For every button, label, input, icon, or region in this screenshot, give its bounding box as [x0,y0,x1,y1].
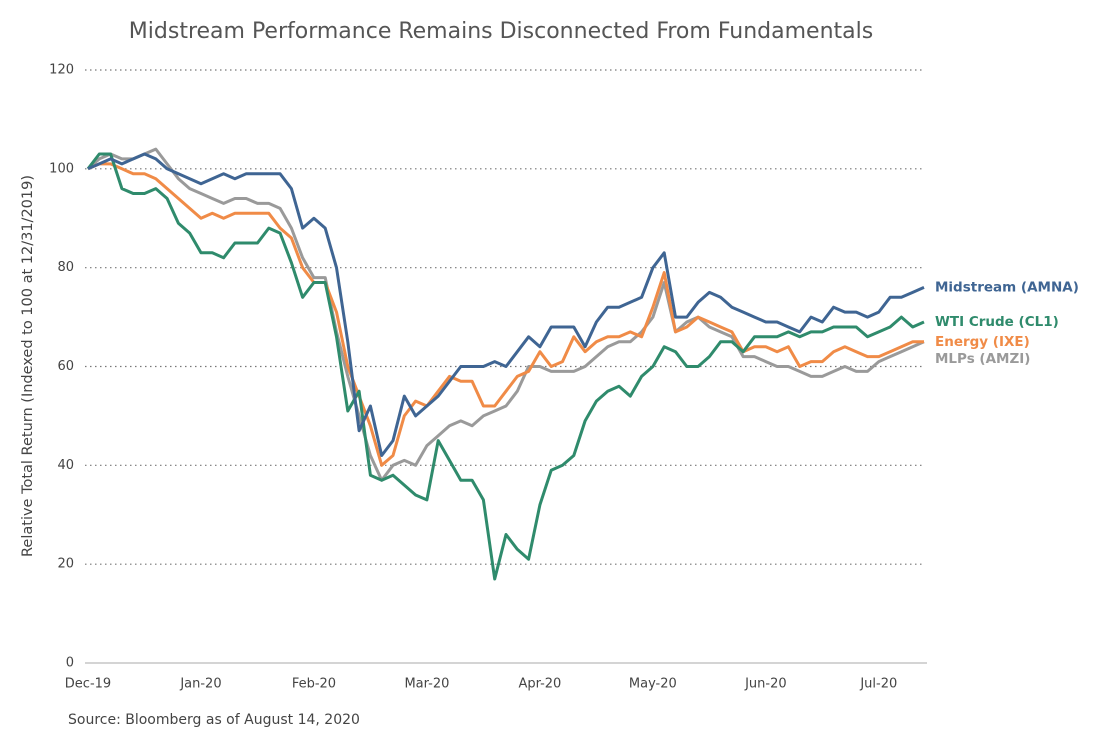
series-label: Midstream (AMNA) [935,279,1079,295]
x-tick-label: May-20 [629,677,677,692]
x-tick-label: Mar-20 [404,677,449,692]
y-tick-label: 80 [57,260,74,275]
x-tick-label: Dec-19 [65,677,111,692]
x-tick-label: Jun-20 [744,677,787,692]
series-line [86,152,925,581]
x-tick-label: Feb-20 [292,677,336,692]
series-line [87,147,925,482]
series-line [87,152,925,457]
series-label: Energy (IXE) [935,334,1030,350]
series-label: MLPs (AMZI) [935,351,1030,367]
y-tick-label: 60 [57,359,74,374]
x-tick-label: Jul-20 [859,677,897,692]
series-label: WTI Crude (CL1) [935,314,1059,330]
x-tick-label: Jan-20 [179,677,221,692]
series-line [87,162,924,467]
y-tick-label: 20 [57,557,74,572]
chart-title: Midstream Performance Remains Disconnect… [129,19,873,44]
y-tick-label: 0 [66,656,74,671]
y-tick-label: 40 [57,458,74,473]
source-note: Source: Bloomberg as of August 14, 2020 [68,712,360,728]
x-tick-label: Apr-20 [518,677,561,692]
y-tick-label: 120 [49,63,74,78]
y-axis-label: Relative Total Return (Indexed to 100 at… [20,175,36,557]
y-tick-label: 100 [49,161,74,176]
